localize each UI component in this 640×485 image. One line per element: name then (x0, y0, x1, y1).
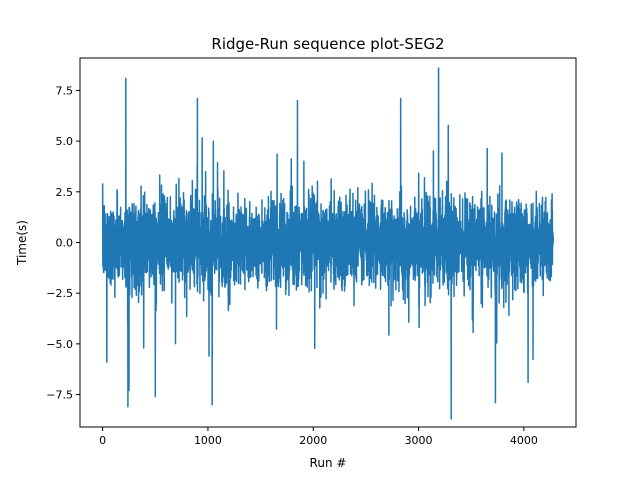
chart-title: Ridge-Run sequence plot-SEG2 (211, 35, 444, 53)
y-tick-label: −7.5 (46, 389, 73, 402)
x-tick-label: 1000 (194, 434, 222, 447)
y-tick-label: 5.0 (56, 135, 74, 148)
y-tick-label: 0.0 (56, 237, 74, 250)
x-axis-label: Run # (310, 456, 347, 470)
series-line (101, 67, 554, 420)
y-tick-label: 2.5 (56, 186, 74, 199)
series-layer (101, 67, 554, 420)
y-tick-label: −2.5 (46, 287, 73, 300)
y-axis-label: Time(s) (15, 220, 29, 266)
y-tick-label: −5.0 (46, 338, 73, 351)
x-tick-label: 0 (99, 434, 106, 447)
axes-layer: 0 1000 2000 3000 4000 −7.5 −5.0 −2.5 0.0 2.5 5.0 7.… (46, 57, 577, 447)
x-tick-label: 4000 (510, 434, 538, 447)
x-tick-label: 3000 (405, 434, 433, 447)
y-tick-label: 7.5 (56, 84, 74, 97)
x-tick-label: 2000 (299, 434, 327, 447)
